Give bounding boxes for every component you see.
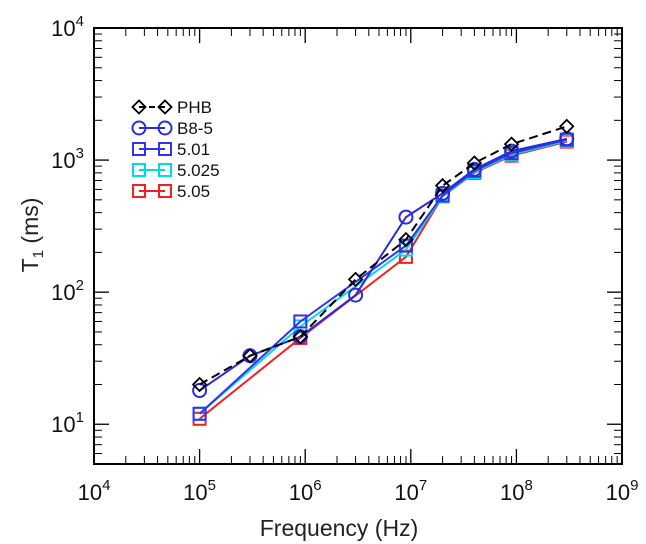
legend-marker [157, 120, 173, 136]
x-tick-label-exponent: 5 [208, 477, 216, 494]
legend-marker [158, 163, 172, 177]
major-ticks [93, 27, 623, 464]
legend-marker [158, 184, 172, 198]
x-tick-label-exponent: 6 [313, 477, 321, 494]
data-point [348, 287, 364, 303]
x-tick-label-base: 10 [289, 480, 313, 505]
data-point [466, 155, 483, 171]
legend-marker [131, 99, 147, 115]
series-B8-5 [192, 131, 575, 399]
x-tick-label-exponent: 7 [419, 477, 427, 494]
legend-marker [131, 120, 147, 136]
legend-marker [132, 184, 146, 198]
y-tick-label-exponent: 4 [76, 13, 84, 30]
y-axis-label-rest: (ms) [17, 198, 43, 250]
data-point [242, 347, 258, 364]
data-point [293, 314, 308, 329]
legend-item: PHB [131, 98, 212, 117]
x-tick-label: 108 [500, 477, 533, 505]
x-tick-label-exponent: 9 [630, 477, 638, 494]
legend-label: B8-5 [177, 119, 213, 138]
series-5.05 [192, 134, 574, 426]
legend-label: 5.05 [177, 182, 210, 201]
legend-label: 5.025 [177, 161, 220, 180]
legend-label: 5.01 [177, 140, 210, 159]
y-axis-label-main: T [17, 258, 43, 272]
y-tick-label: 104 [51, 13, 84, 41]
y-tick-label-exponent: 3 [76, 145, 84, 162]
legend-item: 5.025 [132, 161, 220, 180]
series-line [198, 139, 568, 415]
series-line [199, 125, 568, 386]
x-tick-labels: 104 105 106 107 108 109 [78, 477, 639, 505]
x-tick-label: 104 [78, 477, 111, 505]
data-point [398, 209, 414, 225]
data-point [466, 161, 482, 177]
y-tick-label-base: 10 [51, 148, 75, 173]
data-point [191, 376, 208, 393]
series-line [198, 140, 568, 420]
data-point [504, 143, 520, 159]
y-tick-label-exponent: 1 [76, 409, 84, 426]
data-point [503, 136, 520, 152]
legend-marker [132, 163, 146, 177]
y-tick-label: 101 [51, 409, 84, 437]
legend: PHB B8-5 5.01 5.025 5.05 [131, 98, 220, 201]
x-axis-label: Frequency (Hz) [260, 515, 418, 541]
x-tick-label-base: 10 [183, 480, 207, 505]
x-tick-label: 105 [183, 477, 216, 505]
y-tick-label-base: 10 [51, 16, 75, 41]
y-axis-label: T1 (ms) [17, 198, 47, 273]
y-tick-label-exponent: 2 [76, 277, 84, 294]
legend-item: B8-5 [131, 119, 213, 138]
series-line [198, 138, 568, 415]
x-tick-label-base: 10 [394, 480, 418, 505]
data-point [435, 185, 451, 201]
data-point [434, 177, 451, 194]
x-tick-label: 106 [289, 477, 322, 505]
x-tick-label-exponent: 4 [102, 477, 110, 494]
series-layer [191, 118, 575, 426]
data-point [347, 271, 364, 288]
x-tick-label: 109 [606, 477, 639, 505]
y-tick-label: 102 [51, 277, 84, 305]
x-tick-label: 107 [394, 477, 427, 505]
legend-marker [158, 142, 172, 156]
y-axis-label-sub: 1 [30, 250, 47, 258]
data-point [292, 328, 309, 345]
legend-marker [157, 99, 173, 115]
x-tick-label-base: 10 [78, 480, 102, 505]
y-tick-label-base: 10 [51, 412, 75, 437]
y-tick-label-base: 10 [51, 280, 75, 305]
x-tick-label-base: 10 [500, 480, 524, 505]
legend-label: PHB [177, 98, 212, 117]
x-tick-label-base: 10 [606, 480, 630, 505]
legend-item: 5.01 [132, 140, 210, 159]
legend-item: 5.05 [132, 182, 210, 201]
plot-frame [93, 27, 623, 465]
legend-marker [132, 142, 146, 156]
data-point [192, 406, 207, 421]
minor-ticks [94, 28, 622, 465]
data-point [559, 118, 575, 135]
series-PHB [191, 118, 575, 393]
y-tick-label: 103 [51, 145, 84, 173]
x-tick-label-exponent: 8 [524, 477, 532, 494]
data-point [398, 231, 414, 248]
